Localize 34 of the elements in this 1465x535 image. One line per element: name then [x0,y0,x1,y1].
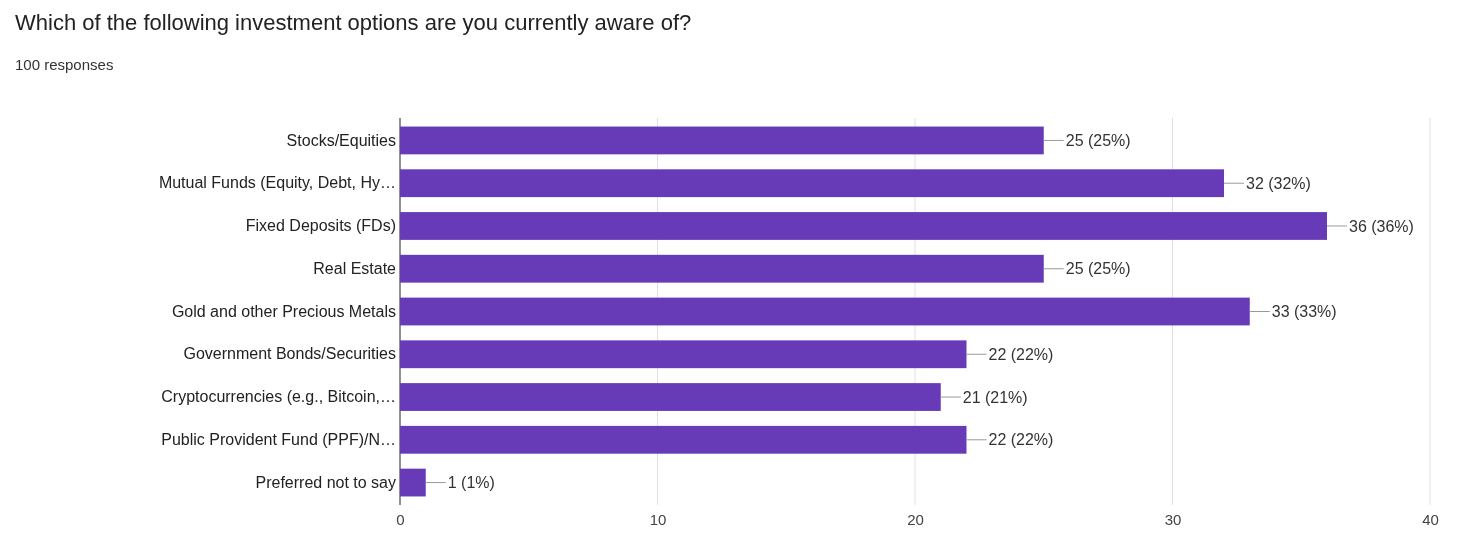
x-tick-label: 40 [1422,510,1439,528]
bar [400,126,1044,155]
bar [400,468,426,497]
data-label: 22 (22%) [988,345,1054,363]
bar [400,340,967,369]
y-tick-label: Government Bonds/Securities [183,345,396,363]
bar [400,212,1327,240]
data-label: 25 (25%) [1065,260,1131,278]
y-tick-label: Cryptocurrencies (e.g., Bitcoin,… [161,388,396,406]
bar [400,383,941,411]
x-tick-label: 30 [1164,510,1182,528]
y-tick-label: Stocks/Equities [286,131,396,149]
y-tick-label: Preferred not to say [255,473,396,491]
data-label: 1 (1%) [447,474,495,492]
y-tick-label: Gold and other Precious Metals [171,302,396,320]
data-label: 33 (33%) [1271,303,1337,321]
data-label: 25 (25%) [1065,132,1131,150]
x-tick-label: 20 [907,510,924,528]
chart-title: Which of the following investment options are you currently aware of? [15,10,692,35]
data-label: 36 (36%) [1349,217,1414,235]
y-tick-label: Public Provident Fund (PPF)/N… [161,430,396,448]
x-tick-label: 0 [396,510,405,528]
data-label: 21 (21%) [962,388,1028,406]
data-label: 32 (32%) [1246,174,1311,192]
y-tick-label: Real Estate [313,259,397,277]
x-tick-label: 10 [649,510,667,528]
bar [400,425,967,454]
bar [400,254,1044,283]
data-label: 22 (22%) [988,431,1054,449]
text: 100 responses [15,56,114,73]
y-tick-label: Fixed Deposits (FDs) [245,217,396,235]
bar [400,297,1250,326]
bar [400,169,1224,198]
y-tick-label: Mutual Funds (Equity, Debt, Hy… [158,174,396,192]
